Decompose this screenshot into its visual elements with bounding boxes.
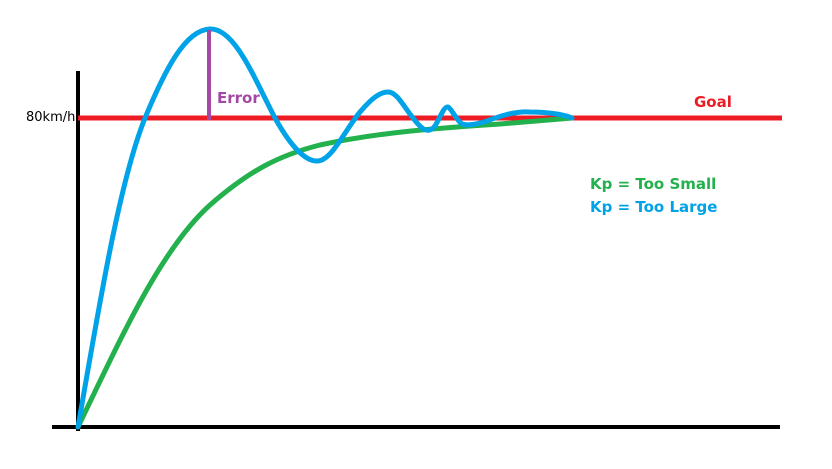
y-axis-label: 80km/h — [26, 110, 76, 125]
legend-kp-too-small: Kp = Too Small — [590, 175, 717, 193]
error-label: Error — [217, 89, 260, 107]
legend-kp-too-large: Kp = Too Large — [590, 198, 718, 216]
goal-label: Goal — [694, 93, 732, 111]
kp-too-large-curve — [75, 26, 575, 430]
kp-too-small-curve — [75, 115, 575, 430]
